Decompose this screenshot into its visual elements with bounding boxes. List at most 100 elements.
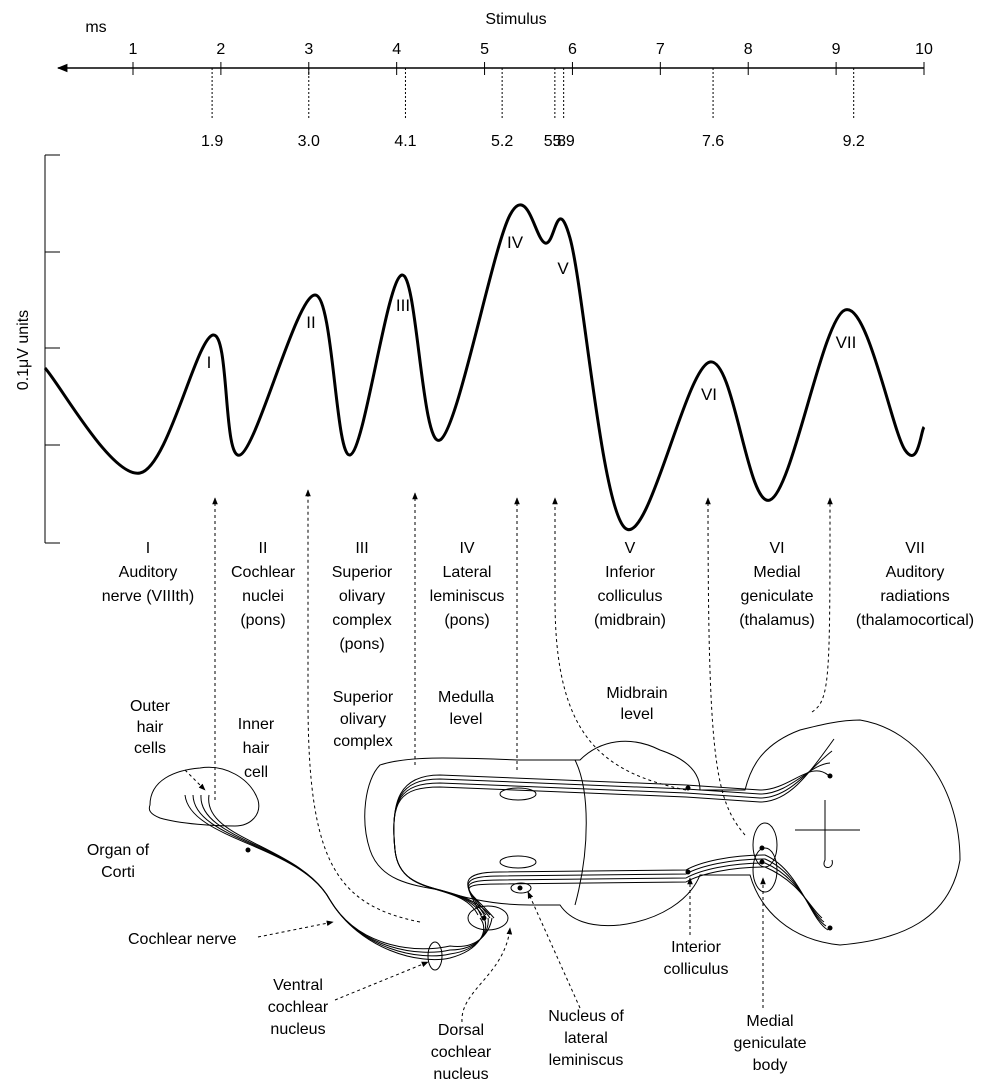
latency-label: 7.6 bbox=[702, 133, 724, 150]
generator-text: Auditory bbox=[886, 564, 945, 581]
generator-wave: VI bbox=[769, 540, 784, 557]
anatomy-label: cochlear bbox=[268, 999, 329, 1016]
generator-wave: VII bbox=[905, 540, 925, 557]
generator-wave: III bbox=[355, 540, 368, 557]
peak-label: I bbox=[207, 353, 212, 372]
anatomy-label: leminiscus bbox=[549, 1052, 624, 1069]
latency-label: 9.2 bbox=[843, 133, 865, 150]
peak-label: II bbox=[306, 313, 315, 332]
generator-wave: IV bbox=[459, 540, 474, 557]
waveform bbox=[45, 205, 924, 530]
generator-text: Cochlear bbox=[231, 564, 296, 581]
time-tick-label: 10 bbox=[915, 41, 933, 58]
anatomy-label: cochlear bbox=[431, 1044, 492, 1061]
latency-label: 5.2 bbox=[491, 133, 513, 150]
anatomy-label: complex bbox=[333, 733, 393, 750]
generator-text: Inferior bbox=[605, 564, 655, 581]
time-tick-label: 3 bbox=[304, 41, 313, 58]
generator-text: Superior bbox=[332, 564, 393, 581]
anatomy-label: hair bbox=[243, 740, 270, 757]
generator-text: complex bbox=[332, 612, 392, 629]
generator-text: (pons) bbox=[339, 636, 384, 653]
peak-label: V bbox=[557, 259, 569, 278]
anatomy-label: level bbox=[450, 711, 483, 728]
anatomy-label: hair bbox=[137, 719, 164, 736]
generator-text: (midbrain) bbox=[594, 612, 666, 629]
synapse bbox=[482, 916, 487, 921]
generator-text: geniculate bbox=[741, 588, 814, 605]
synapse bbox=[828, 926, 833, 931]
anatomy-label: nucleus bbox=[270, 1021, 325, 1038]
anatomy-arrows bbox=[185, 770, 763, 1022]
generator-wave: V bbox=[625, 540, 636, 557]
generator-text: (thalamus) bbox=[739, 612, 815, 629]
generator-text: Lateral bbox=[443, 564, 492, 581]
anatomy-label: Cochlear nerve bbox=[128, 931, 237, 948]
anatomy-label: Medial bbox=[746, 1013, 793, 1030]
anatomy-label: cell bbox=[244, 764, 268, 781]
anatomy-label: Outer bbox=[130, 698, 171, 715]
latency-label: 4.1 bbox=[394, 133, 416, 150]
y-axis bbox=[45, 155, 60, 543]
generator-text: (pons) bbox=[240, 612, 285, 629]
synapse bbox=[686, 870, 691, 875]
anatomy-label: Corti bbox=[101, 864, 135, 881]
peak-label: IV bbox=[507, 233, 524, 252]
generator-text: nuclei bbox=[242, 588, 284, 605]
generator-text: Medial bbox=[753, 564, 800, 581]
generator-wave: I bbox=[146, 540, 150, 557]
latency-label: 3.0 bbox=[298, 133, 320, 150]
time-tick-label: 8 bbox=[744, 41, 753, 58]
anatomy-label: Dorsal bbox=[438, 1022, 484, 1039]
time-tick-label: 7 bbox=[656, 41, 665, 58]
anatomy-label: Nucleus of bbox=[548, 1008, 624, 1025]
anatomy-label: nucleus bbox=[433, 1066, 488, 1081]
synapse bbox=[760, 846, 765, 851]
synapse bbox=[686, 786, 691, 791]
latency-label: 1.9 bbox=[201, 133, 223, 150]
synapse bbox=[246, 848, 251, 853]
anatomy-drawing bbox=[149, 720, 960, 970]
generator-arrows bbox=[215, 490, 830, 922]
peak-label: VI bbox=[701, 385, 717, 404]
generator-wave: II bbox=[259, 540, 268, 557]
time-unit: ms bbox=[85, 19, 106, 36]
stimulus-label: Stimulus bbox=[485, 11, 546, 28]
generator-text: Auditory bbox=[119, 564, 178, 581]
anatomy-label: Superior bbox=[333, 689, 394, 706]
anatomy-label: cells bbox=[134, 740, 166, 757]
anatomy-label: level bbox=[621, 706, 654, 723]
time-tick-label: 5 bbox=[480, 41, 489, 58]
latency-label: 5.9 bbox=[553, 133, 575, 150]
peak-label: III bbox=[396, 296, 410, 315]
synapse bbox=[828, 774, 833, 779]
nerve-fiber bbox=[201, 795, 488, 952]
generator-text: nerve (VIIIth) bbox=[102, 588, 194, 605]
generator-text: radiations bbox=[880, 588, 949, 605]
anatomy-label: body bbox=[753, 1057, 788, 1074]
synapse bbox=[760, 860, 765, 865]
time-tick-label: 6 bbox=[568, 41, 577, 58]
generator-text: (pons) bbox=[444, 612, 489, 629]
time-tick-label: 4 bbox=[392, 41, 401, 58]
anatomy-label: geniculate bbox=[734, 1035, 807, 1052]
time-tick-label: 1 bbox=[129, 41, 138, 58]
anatomy-label: Organ of bbox=[87, 842, 150, 859]
anatomy-label: Medulla bbox=[438, 689, 494, 706]
generator-text: olivary bbox=[339, 588, 385, 605]
synapse bbox=[518, 886, 523, 891]
time-tick-label: 2 bbox=[216, 41, 225, 58]
anatomy-label: olivary bbox=[340, 711, 386, 728]
anatomy-label: lateral bbox=[564, 1030, 608, 1047]
anatomy-label: colliculus bbox=[664, 961, 729, 978]
generator-text: (thalamocortical) bbox=[856, 612, 974, 629]
anatomy-label: Inner bbox=[238, 716, 275, 733]
nerve-fiber bbox=[193, 795, 486, 956]
anatomy-label: Midbrain bbox=[606, 685, 667, 702]
time-tick-label: 9 bbox=[832, 41, 841, 58]
peak-label: VII bbox=[836, 333, 857, 352]
tract bbox=[394, 739, 834, 915]
generator-text: leminiscus bbox=[430, 588, 505, 605]
diagram: ms Stimulus 0.1μV units bbox=[0, 0, 988, 1081]
generator-text: colliculus bbox=[598, 588, 663, 605]
